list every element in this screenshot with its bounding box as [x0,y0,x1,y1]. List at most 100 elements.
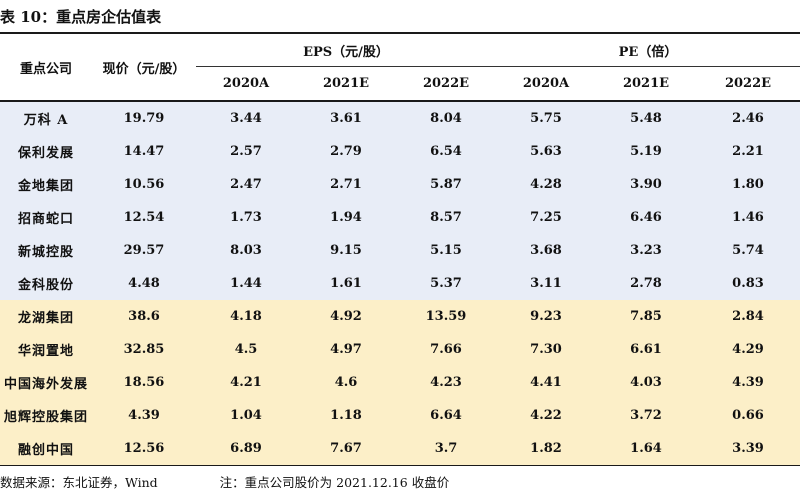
header-pe-year: 2020A [496,66,596,102]
pe-cell: 7.25 [496,201,596,234]
table-body: 万科 A 19.79 3.44 3.61 8.04 5.75 5.48 2.46 保利发展 14.… [0,101,800,466]
eps-cell: 6.64 [396,399,496,432]
pe-cell: 2.46 [696,101,800,135]
company-name-cell: 保利发展 [0,135,92,168]
eps-cell: 2.47 [196,168,296,201]
eps-cell: 4.97 [296,333,396,366]
header-eps-year: 2020A [196,66,296,102]
eps-cell: 1.73 [196,201,296,234]
pe-cell: 3.11 [496,267,596,300]
eps-cell: 5.37 [396,267,496,300]
company-name-cell: 龙湖集团 [0,300,92,333]
pe-cell: 3.39 [696,432,800,466]
pe-cell: 2.78 [596,267,696,300]
eps-cell: 7.66 [396,333,496,366]
eps-cell: 8.03 [196,234,296,267]
pe-cell: 5.63 [496,135,596,168]
eps-cell: 5.87 [396,168,496,201]
eps-cell: 4.92 [296,300,396,333]
table-row: 华润置地 32.85 4.5 4.97 7.66 7.30 6.61 4.29 [0,333,800,366]
table-row: 中国海外发展 18.56 4.21 4.6 4.23 4.41 4.03 4.39 [0,366,800,399]
eps-cell: 2.71 [296,168,396,201]
pe-cell: 9.23 [496,300,596,333]
eps-cell: 3.61 [296,101,396,135]
company-name-cell: 万科 A [0,101,92,135]
pe-cell: 5.19 [596,135,696,168]
header-pe-year: 2022E [696,66,800,102]
title-rule [0,32,800,34]
pe-cell: 0.66 [696,399,800,432]
table-row: 招商蛇口 12.54 1.73 1.94 8.57 7.25 6.46 1.46 [0,201,800,234]
eps-cell: 1.61 [296,267,396,300]
header-eps-group: EPS（元/股） [196,34,496,67]
eps-cell: 4.21 [196,366,296,399]
eps-cell: 1.04 [196,399,296,432]
pe-cell: 7.85 [596,300,696,333]
header-eps-year: 2022E [396,66,496,102]
header-pe-group: PE（倍） [496,34,800,67]
eps-cell: 8.04 [396,101,496,135]
price-cell: 4.39 [92,399,196,432]
company-name-cell: 金地集团 [0,168,92,201]
company-name-cell: 中国海外发展 [0,366,92,399]
eps-cell: 1.44 [196,267,296,300]
header-eps-year: 2021E [296,66,396,102]
eps-cell: 6.89 [196,432,296,466]
pe-cell: 4.22 [496,399,596,432]
table-row: 金科股份 4.48 1.44 1.61 5.37 3.11 2.78 0.83 [0,267,800,300]
table-header: 重点公司 现价（元/股） EPS（元/股） PE（倍） 2020A 2021E … [0,34,800,102]
price-cell: 38.6 [92,300,196,333]
footer-source: 数据来源：东北证券，Wind [0,475,158,490]
company-name-cell: 旭辉控股集团 [0,399,92,432]
pe-cell: 1.64 [596,432,696,466]
pe-cell: 1.80 [696,168,800,201]
eps-cell: 8.57 [396,201,496,234]
eps-cell: 4.18 [196,300,296,333]
pe-cell: 3.72 [596,399,696,432]
company-name-cell: 融创中国 [0,432,92,466]
eps-cell: 7.67 [296,432,396,466]
eps-cell: 5.15 [396,234,496,267]
eps-cell: 2.57 [196,135,296,168]
pe-cell: 2.84 [696,300,800,333]
table-title: 表 10：重点房企估值表 [0,8,162,26]
eps-cell: 3.7 [396,432,496,466]
pe-cell: 3.90 [596,168,696,201]
eps-cell: 4.5 [196,333,296,366]
pe-cell: 1.82 [496,432,596,466]
pe-cell: 3.23 [596,234,696,267]
eps-cell: 13.59 [396,300,496,333]
header-price: 现价（元/股） [92,34,196,102]
header-pe-year: 2021E [596,66,696,102]
price-cell: 10.56 [92,168,196,201]
table-footer: 数据来源：东北证券，Wind 注：重点公司股价为 2021.12.16 收盘价 [0,472,449,491]
company-name-cell: 新城控股 [0,234,92,267]
price-cell: 32.85 [92,333,196,366]
pe-cell: 0.83 [696,267,800,300]
table-row: 旭辉控股集团 4.39 1.04 1.18 6.64 4.22 3.72 0.66 [0,399,800,432]
eps-cell: 4.23 [396,366,496,399]
eps-cell: 1.18 [296,399,396,432]
pe-cell: 4.41 [496,366,596,399]
price-cell: 12.54 [92,201,196,234]
price-cell: 18.56 [92,366,196,399]
header-company: 重点公司 [0,34,92,102]
pe-cell: 6.46 [596,201,696,234]
pe-cell: 2.21 [696,135,800,168]
valuation-table: 重点公司 现价（元/股） EPS（元/股） PE（倍） 2020A 2021E … [0,34,800,466]
price-cell: 14.47 [92,135,196,168]
pe-cell: 7.30 [496,333,596,366]
price-cell: 29.57 [92,234,196,267]
pe-cell: 5.48 [596,101,696,135]
company-name-cell: 招商蛇口 [0,201,92,234]
eps-cell: 2.79 [296,135,396,168]
eps-cell: 9.15 [296,234,396,267]
table-row: 保利发展 14.47 2.57 2.79 6.54 5.63 5.19 2.21 [0,135,800,168]
pe-cell: 4.03 [596,366,696,399]
eps-cell: 1.94 [296,201,396,234]
eps-cell: 3.44 [196,101,296,135]
footer-note: 注：重点公司股价为 2021.12.16 收盘价 [219,475,450,490]
pe-cell: 4.39 [696,366,800,399]
table-row: 龙湖集团 38.6 4.18 4.92 13.59 9.23 7.85 2.84 [0,300,800,333]
price-cell: 19.79 [92,101,196,135]
